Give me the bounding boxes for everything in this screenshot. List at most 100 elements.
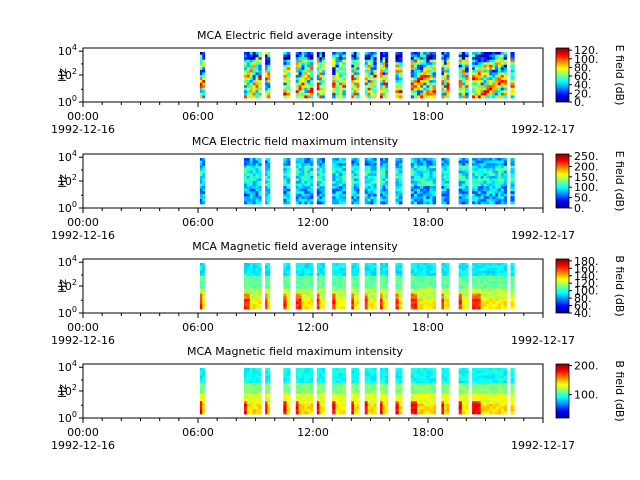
heatmap-cell xyxy=(480,383,484,387)
heatmap-cell xyxy=(423,303,427,307)
heatmap-cell xyxy=(510,163,515,167)
heatmap-cell xyxy=(441,301,445,305)
heatmap-cell xyxy=(255,403,259,407)
heatmap-cell xyxy=(426,275,430,279)
heatmap-cell xyxy=(489,173,493,177)
heatmap-cell xyxy=(298,301,302,305)
heatmap-cell xyxy=(364,201,369,205)
heatmap-cell xyxy=(351,380,355,384)
heatmap-cell xyxy=(385,283,389,287)
heatmap-cell xyxy=(351,385,355,389)
heatmap-cell xyxy=(398,388,403,392)
heatmap-cell xyxy=(410,368,415,371)
heatmap-cell xyxy=(398,270,403,274)
heatmap-cell xyxy=(267,383,271,387)
heatmap-cell xyxy=(373,303,377,307)
heatmap-cell xyxy=(199,95,203,99)
heatmap-cell xyxy=(398,385,403,389)
heatmap-cell xyxy=(398,391,403,394)
heatmap-cell xyxy=(443,403,447,407)
heatmap-cell xyxy=(332,186,336,190)
heatmap-cell xyxy=(413,168,418,172)
heatmap-cell xyxy=(458,181,463,184)
heatmap-cell xyxy=(316,398,320,402)
heatmap-cell xyxy=(441,82,445,86)
heatmap-cell xyxy=(432,268,437,272)
heatmap-cell xyxy=(503,175,507,179)
heatmap-cell xyxy=(489,64,493,68)
heatmap-cell xyxy=(310,175,314,179)
heatmap-cell xyxy=(321,368,325,371)
heatmap-cell xyxy=(495,64,499,68)
heatmap-cell xyxy=(286,64,291,68)
heatmap-cell xyxy=(252,278,256,282)
heatmap-cell xyxy=(492,67,496,71)
x-tick-label: 06:00 xyxy=(182,321,214,334)
heatmap-cell xyxy=(370,263,374,266)
data-segment xyxy=(458,368,469,415)
heatmap-cell xyxy=(416,87,421,91)
heatmap-cell xyxy=(267,80,271,84)
heatmap-cell xyxy=(321,57,325,61)
heatmap-cell xyxy=(426,301,430,305)
heatmap-cell xyxy=(432,191,437,195)
heatmap-cell xyxy=(443,90,447,94)
heatmap-cell xyxy=(423,82,427,86)
heatmap-cell xyxy=(319,69,323,73)
heatmap-cell xyxy=(432,181,437,184)
heatmap-cell xyxy=(398,173,403,177)
heatmap-cell xyxy=(416,62,421,66)
heatmap-cell xyxy=(486,188,490,192)
heatmap-cell xyxy=(441,183,445,187)
heatmap-cell xyxy=(255,160,259,164)
heatmap-cell xyxy=(301,82,305,86)
heatmap-cell xyxy=(510,160,515,164)
heatmap-cell xyxy=(304,406,308,410)
heatmap-cell xyxy=(265,183,268,187)
heatmap-cell xyxy=(307,181,311,184)
heatmap-cell xyxy=(364,291,369,295)
heatmap-cell xyxy=(258,87,262,91)
heatmap-cell xyxy=(258,188,262,192)
heatmap-cell xyxy=(304,183,308,187)
heatmap-cell xyxy=(199,165,203,169)
heatmap-cell xyxy=(458,82,463,86)
heatmap-cell xyxy=(332,57,336,61)
heatmap-cell xyxy=(342,368,346,371)
heatmap-cell xyxy=(426,393,430,397)
heatmap-cell xyxy=(373,375,377,379)
heatmap-cell xyxy=(382,59,386,63)
heatmap-cell xyxy=(301,306,305,310)
heatmap-cell xyxy=(395,291,400,295)
heatmap-cell xyxy=(510,275,515,279)
heatmap-cell xyxy=(310,273,314,277)
heatmap-cell xyxy=(446,401,450,405)
heatmap-cell xyxy=(373,90,377,94)
heatmap-cell xyxy=(356,291,360,295)
data-segment xyxy=(472,263,507,310)
heatmap-cell xyxy=(413,303,418,307)
heatmap-cell xyxy=(286,175,291,179)
heatmap-cell xyxy=(351,62,355,66)
heatmap-cell xyxy=(410,296,415,300)
heatmap-cell xyxy=(495,183,499,187)
heatmap-cell xyxy=(258,181,262,184)
heatmap-cell xyxy=(316,181,320,184)
heatmap-cell xyxy=(267,396,271,400)
heatmap-cell xyxy=(472,383,476,387)
heatmap-cell xyxy=(477,168,482,172)
heatmap-cell xyxy=(255,198,259,202)
heatmap-cell xyxy=(316,393,320,397)
heatmap-cell xyxy=(295,396,300,400)
heatmap-cell xyxy=(472,72,476,76)
heatmap-cell xyxy=(477,388,482,392)
data-segment xyxy=(265,368,271,415)
heatmap-cell xyxy=(307,380,311,384)
heatmap-cell xyxy=(480,380,484,384)
heatmap-cell xyxy=(477,158,482,161)
heatmap-cell xyxy=(244,82,248,86)
heatmap-cell xyxy=(295,270,300,274)
heatmap-cell xyxy=(255,67,259,71)
heatmap-cell xyxy=(258,301,262,305)
data-segment xyxy=(458,52,469,99)
